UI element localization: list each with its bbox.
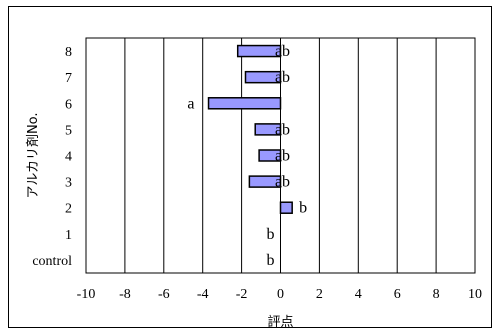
- x-tick-label: -4: [197, 287, 209, 302]
- significance-label: b: [267, 252, 275, 269]
- x-axis-label: 評点: [267, 315, 293, 330]
- y-tick-label: 3: [65, 176, 72, 191]
- y-tick-label: 1: [65, 228, 72, 243]
- y-tick-label: 5: [65, 123, 72, 138]
- x-tick-label: 0: [277, 287, 284, 302]
- bar: [258, 149, 282, 162]
- x-tick-labels: -10 -8 -6 -4 -2 0 2 4 6 8 10: [77, 287, 482, 302]
- x-tick-label: -2: [236, 287, 248, 302]
- significance-label: ab: [275, 69, 290, 86]
- y-tick-label: 8: [65, 45, 72, 60]
- x-tick-label: 8: [433, 287, 440, 302]
- x-tick-label: 4: [355, 287, 362, 302]
- bar: [254, 123, 282, 136]
- plot-area: [85, 37, 476, 274]
- bar: [279, 201, 293, 214]
- bar: [248, 175, 282, 188]
- y-tick-label: 7: [65, 71, 72, 86]
- significance-label: a: [187, 95, 194, 112]
- significance-label: ab: [275, 43, 290, 60]
- y-tick-label: 4: [65, 150, 72, 165]
- x-tick-label: -6: [158, 287, 170, 302]
- significance-label: ab: [275, 121, 290, 138]
- x-tick-label: 10: [468, 287, 482, 302]
- y-tick-label: 2: [65, 202, 72, 217]
- y-tick-labels: control 1 2 3 4 5 6 7 8: [32, 45, 72, 269]
- x-tick-label: -8: [119, 287, 131, 302]
- chart-frame: [8, 6, 492, 328]
- x-tick-label: -10: [77, 287, 96, 302]
- significance-label: b: [299, 200, 307, 217]
- significance-label: ab: [275, 148, 290, 165]
- bar: [207, 97, 282, 110]
- y-tick-label: 6: [65, 97, 72, 112]
- x-tick-label: 2: [316, 287, 323, 302]
- bar: [244, 70, 282, 84]
- y-axis-label: アルカリ剤No.: [25, 112, 41, 198]
- x-tick-label: 6: [394, 287, 401, 302]
- y-tick-label: control: [32, 254, 72, 269]
- significance-label: b: [267, 226, 275, 243]
- bars: [207, 44, 293, 214]
- bar: [236, 44, 282, 58]
- significance-label: ab: [275, 174, 290, 191]
